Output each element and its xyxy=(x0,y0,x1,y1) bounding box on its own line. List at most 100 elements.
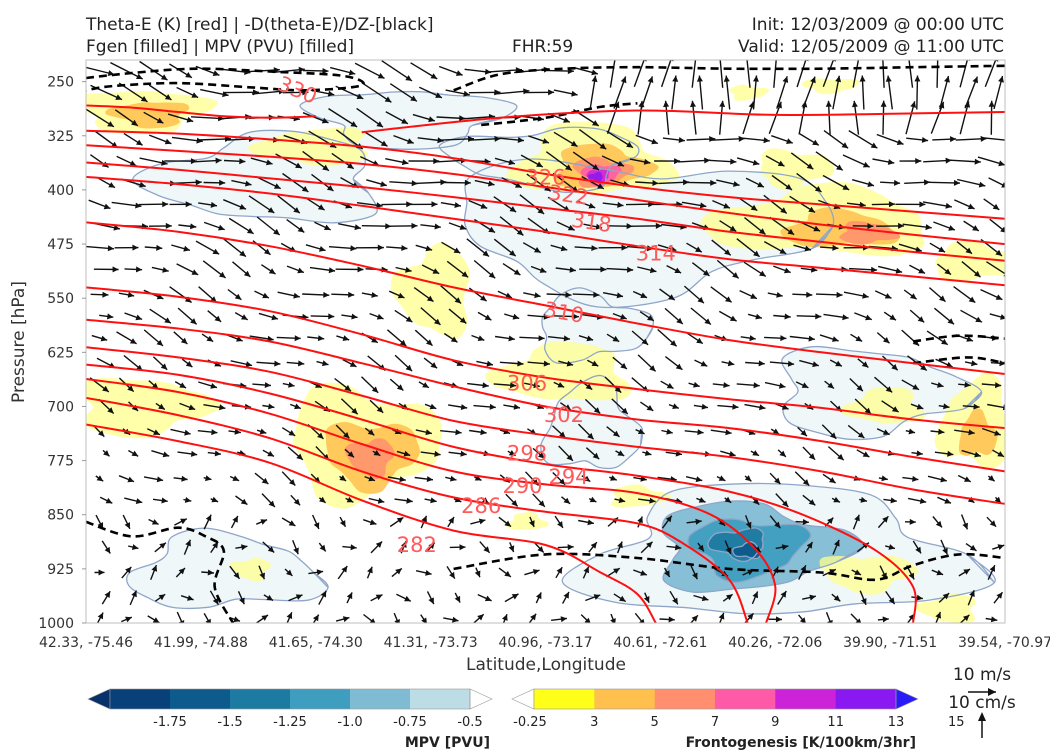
wind-vector-head xyxy=(323,291,330,298)
wind-vector-head xyxy=(615,60,618,61)
y-tick-label: 625 xyxy=(47,345,74,361)
wind-vector-head xyxy=(753,382,760,389)
wind-vector-head xyxy=(674,158,681,165)
wind-vector-head xyxy=(428,597,434,605)
colorbar-segment xyxy=(110,689,171,709)
wind-vector-head xyxy=(245,180,252,187)
wind-vector-head xyxy=(718,519,726,526)
wind-vector-head xyxy=(725,429,732,436)
wind-vector-head xyxy=(184,429,191,436)
wind-vector-head xyxy=(723,382,730,388)
wind-vector-head xyxy=(346,496,354,503)
wind-vector-head xyxy=(426,295,434,302)
wind-vector-head xyxy=(567,224,575,231)
wind-vector-head xyxy=(348,69,356,76)
wind-vector-head xyxy=(399,339,407,346)
wind-vector-head xyxy=(376,406,384,413)
wind-vector-head xyxy=(974,270,981,278)
wind-vector-head xyxy=(912,384,919,390)
frontogenesis-area xyxy=(915,593,976,623)
wind-vector-head xyxy=(996,592,1003,599)
wind-vector-head xyxy=(488,226,495,233)
wind-vector-head xyxy=(592,452,600,460)
colorbar-tick-label: 5 xyxy=(651,715,659,730)
wind-vector-head xyxy=(316,569,324,576)
mpv-contour-line xyxy=(540,374,644,470)
wind-vector-head xyxy=(918,267,925,274)
wind-vector-head xyxy=(162,267,169,273)
wind-vector-head xyxy=(350,245,357,252)
wind-vector-head xyxy=(96,475,104,482)
wind-vector-head xyxy=(953,179,960,186)
wind-vector-head xyxy=(107,313,114,320)
wind-vector-head xyxy=(944,268,951,275)
wind-vector-head xyxy=(591,360,599,367)
wind-vector-head xyxy=(758,360,765,367)
wind-vector-head xyxy=(384,96,392,103)
wind-vector-head xyxy=(780,207,787,214)
wind-vector-head xyxy=(725,547,732,554)
wind-vector-head xyxy=(567,544,574,551)
wind-vector-head xyxy=(665,515,672,523)
wind-vector-head xyxy=(785,184,792,190)
wind-vector-head xyxy=(649,267,657,274)
wind-vector-head xyxy=(779,382,786,389)
wind-vector-head xyxy=(593,407,601,414)
wind-vector xyxy=(882,60,885,88)
wind-vector-head xyxy=(293,207,300,214)
wind-vector-head xyxy=(538,335,545,342)
wind-vector-head xyxy=(612,335,620,342)
wind-vector-head xyxy=(620,362,627,369)
wind-vector-head xyxy=(156,117,164,124)
wind-vector-head xyxy=(563,117,570,123)
wind-vector-head xyxy=(693,381,700,388)
wind-vector-head xyxy=(516,229,524,236)
wind-vector-head xyxy=(98,569,105,576)
wind-vector-head xyxy=(571,90,578,97)
wind-vector-head xyxy=(627,266,634,273)
wind-vector-head xyxy=(695,476,703,483)
wind-vector-head xyxy=(559,431,566,438)
wind-vector-head xyxy=(324,224,331,230)
wind-vector-head xyxy=(723,203,730,209)
wind-vector-head xyxy=(206,335,214,342)
wind-vector-head xyxy=(232,475,240,481)
wind-vector-head xyxy=(610,618,616,623)
frontogenesis-area xyxy=(958,408,998,456)
theta-e-contour xyxy=(86,378,777,623)
wind-vector-head xyxy=(963,569,970,575)
wind-vector-head xyxy=(243,270,251,277)
wind-vector-head xyxy=(486,360,493,367)
wind-vector-head xyxy=(139,181,146,188)
wind-vector-head xyxy=(782,76,789,83)
wind-vector-head xyxy=(912,339,920,346)
wind-vector-head xyxy=(966,336,973,342)
wind-vector-head xyxy=(936,569,944,576)
wind-vector-head xyxy=(401,541,407,548)
wind-vector-head xyxy=(102,291,109,298)
wind-vector-head xyxy=(205,514,212,522)
wind-vector-head xyxy=(867,223,874,230)
wind-vector-head xyxy=(696,337,703,344)
wind-vector-head xyxy=(1002,404,1005,411)
wind-vector-head xyxy=(638,100,645,108)
wind-vector-head xyxy=(534,292,541,299)
wind-vector-head xyxy=(159,542,166,549)
wind-vector-head xyxy=(842,184,850,190)
wind-vector-head xyxy=(989,520,997,527)
wind-vector-head xyxy=(297,226,305,233)
wind-vector-head xyxy=(612,430,620,437)
wind-vector-head xyxy=(939,295,946,302)
wind-vector-head xyxy=(376,121,383,128)
wind-vector-head xyxy=(178,568,185,575)
wind-vector-head xyxy=(860,496,867,503)
wind-vector-head xyxy=(651,138,658,145)
wind-vector-head xyxy=(517,137,524,143)
wind-vector-head xyxy=(947,318,954,325)
wind-vector-head xyxy=(994,430,1001,436)
wind-vector-head xyxy=(178,620,185,623)
wind-vector-head xyxy=(613,568,620,574)
wind-vector-head xyxy=(328,313,335,320)
wind-vector-head xyxy=(214,450,221,457)
wind-vector-head xyxy=(259,428,267,435)
